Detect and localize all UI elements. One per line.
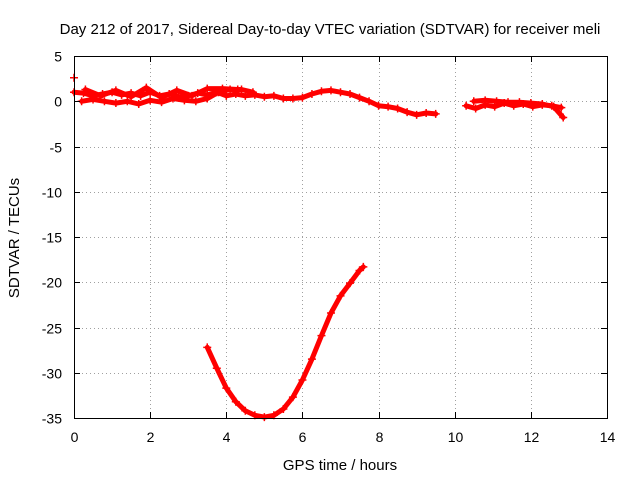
series-layer: [70, 73, 568, 422]
x-tick-label: 6: [299, 429, 307, 445]
data-point: [365, 97, 374, 106]
data-point: [374, 101, 383, 110]
data-point: [260, 92, 269, 101]
data-point: [336, 291, 345, 300]
x-tick-label: 4: [223, 429, 231, 445]
data-point: [218, 84, 227, 93]
data-point: [526, 99, 535, 108]
y-tick-label: -20: [42, 275, 62, 291]
y-tick-label: -10: [42, 185, 62, 201]
y-tick-label: -35: [42, 411, 62, 427]
data-point: [172, 86, 181, 95]
series-line: [204, 264, 366, 420]
data-point: [504, 98, 513, 107]
data-point: [317, 331, 326, 340]
data-point: [307, 90, 316, 99]
chart-title: Day 212 of 2017, Sidereal Day-to-day VTE…: [60, 21, 601, 38]
data-point: [168, 94, 177, 103]
data-point: [469, 97, 478, 106]
data-point: [231, 397, 240, 406]
tick-layer: 0 2 4 6 8 10 12 14 5 0 -5 -10 -15 -20 -25 -30 -35: [42, 49, 616, 446]
data-point: [326, 309, 335, 318]
data-point: [317, 87, 326, 96]
y-tick-label: 5: [54, 49, 62, 65]
data-point: [307, 355, 316, 364]
x-axis-label: GPS time / hours: [283, 457, 397, 474]
data-point: [422, 109, 431, 118]
data-point: [250, 411, 259, 420]
data-point: [298, 375, 307, 384]
data-point: [203, 343, 212, 352]
data-point: [81, 85, 90, 94]
data-point: [557, 103, 566, 112]
data-point: [96, 91, 105, 100]
data-point: [279, 404, 288, 413]
data-point: [549, 102, 558, 111]
data-point: [142, 83, 151, 92]
data-point: [336, 88, 345, 97]
data-point: [326, 86, 335, 95]
data-point: [269, 91, 278, 100]
data-point: [134, 99, 143, 108]
data-point: [157, 93, 166, 102]
data-point: [241, 406, 250, 415]
data-point: [490, 102, 499, 111]
data-point: [111, 86, 120, 95]
data-point: [269, 411, 278, 420]
y-axis-label: SDTVAR / TECUs: [6, 178, 23, 298]
data-point: [298, 93, 307, 102]
data-point: [471, 104, 480, 113]
data-point: [123, 97, 132, 106]
data-point: [191, 97, 200, 106]
data-point: [393, 104, 402, 113]
data-point: [346, 90, 355, 99]
data-point: [492, 97, 501, 106]
data-point: [212, 364, 221, 373]
data-point: [288, 94, 297, 103]
data-point: [515, 98, 524, 107]
data-point: [248, 88, 257, 97]
x-tick-label: 8: [376, 429, 384, 445]
x-tick-label: 10: [448, 429, 464, 445]
data-point: [359, 262, 368, 271]
data-point: [403, 108, 412, 117]
y-tick-label: -5: [50, 140, 63, 156]
x-tick-label: 0: [71, 429, 79, 445]
data-point: [89, 95, 98, 104]
data-point: [100, 97, 109, 106]
data-point: [279, 94, 288, 103]
data-point: [431, 109, 440, 118]
y-tick-label: 0: [54, 94, 62, 110]
data-point: [481, 96, 490, 105]
data-point: [222, 91, 231, 100]
data-point: [203, 84, 212, 93]
data-point: [288, 393, 297, 402]
x-tick-label: 14: [600, 429, 616, 445]
data-point: [233, 85, 242, 94]
data-point: [260, 413, 269, 422]
data-point: [559, 113, 568, 122]
data-point: [412, 110, 421, 119]
data-point: [384, 102, 393, 111]
grid: [74, 56, 607, 418]
data-point: [241, 91, 250, 100]
x-tick-label: 12: [524, 429, 540, 445]
data-point: [180, 96, 189, 105]
data-point: [111, 99, 120, 108]
data-point: [355, 93, 364, 102]
data-point: [346, 279, 355, 288]
data-point: [222, 384, 231, 393]
data-point: [203, 94, 212, 103]
y-tick-label: -30: [42, 366, 62, 382]
y-tick-label: -25: [42, 321, 62, 337]
data-point: [146, 96, 155, 105]
data-point: [127, 92, 136, 101]
data-point: [355, 266, 364, 275]
data-point: [188, 91, 197, 100]
y-tick-label: -15: [42, 230, 62, 246]
data-point: [462, 101, 471, 110]
data-point: [538, 99, 547, 108]
x-tick-label: 2: [147, 429, 155, 445]
